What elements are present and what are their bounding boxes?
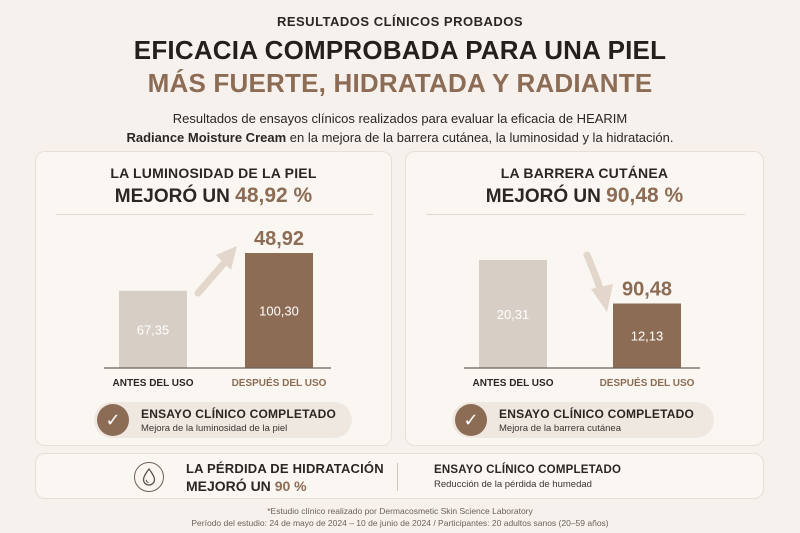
water-drop-icon <box>134 462 164 492</box>
barrier-value-label: 12,13 <box>631 329 664 344</box>
luminosity-heading-block: LA LUMINOSIDAD DE LA PIEL MEJORÓ UN 48,9… <box>36 165 391 208</box>
luminosity-trial-sub: Mejora de la luminosidad de la piel <box>141 422 288 434</box>
hydration-improved: MEJORÓ UN 90 % <box>186 478 384 494</box>
barrier-value-label: 20,31 <box>497 307 530 322</box>
barrier-bar-before <box>479 260 547 368</box>
luminosity-trial-pill: ✓ ENSAYO CLÍNICO COMPLETADO Mejora de la… <box>94 402 352 438</box>
subtitle-rest: en la mejora de la barrera cutánea, la l… <box>286 130 674 145</box>
subtitle-line1: Resultados de ensayos clínicos realizado… <box>172 111 628 126</box>
barrier-improved-value: 90,48 % <box>606 184 684 207</box>
barrier-heading: LA BARRERA CUTÁNEA <box>500 165 669 181</box>
luminosity-card: LA LUMINOSIDAD DE LA PIEL MEJORÓ UN 48,9… <box>35 151 392 446</box>
footnote-line1: *Estudio clínico realizado por Dermacosm… <box>267 506 533 516</box>
luminosity-divider <box>56 214 373 215</box>
subtitle-product: Radiance Moisture Cream <box>126 130 287 145</box>
water-drop-glyph <box>142 468 156 486</box>
check-icon: ✓ <box>97 404 129 436</box>
hydration-card: LA PÉRDIDA DE HIDRATACIÓN MEJORÓ UN 90 %… <box>35 453 764 499</box>
barrier-card: LA BARRERA CUTÁNEA MEJORÓ UN 90,48 % 20,… <box>405 151 764 446</box>
luminosity-chart: 67,35 ANTES DEL USO 100,30 DESPUÉS DEL USO 4… <box>104 228 331 389</box>
barrier-bar-after <box>613 303 681 368</box>
page-title-line1: EFICACIA COMPROBADA PARA UNA PIEL <box>133 35 667 65</box>
hydration-heading: LA PÉRDIDA DE HIDRATACIÓN <box>186 461 384 476</box>
arrow-down-icon <box>583 251 613 312</box>
barrier-trial-title: ENSAYO CLÍNICO COMPLETADO <box>499 406 695 421</box>
vertical-divider <box>397 463 398 491</box>
barrier-chart: 20,31 ANTES DEL USO 12,13 DESPUÉS DEL USO 90… <box>464 251 700 389</box>
luminosity-category-label: DESPUÉS DEL USO <box>232 376 327 389</box>
header: RESULTADOS CLÍNICOS PROBADOS EFICACIA CO… <box>0 14 800 147</box>
luminosity-trial-title: ENSAYO CLÍNICO COMPLETADO <box>141 406 337 421</box>
luminosity-value-label: 67,35 <box>137 322 170 337</box>
hydration-improved-prefix: MEJORÓ UN <box>186 478 275 494</box>
luminosity-bar-after <box>245 253 313 368</box>
hydration-improved-value: 90 % <box>274 478 307 494</box>
barrier-divider <box>426 214 745 215</box>
luminosity-improved-value: 48,92 % <box>235 184 313 207</box>
barrier-improved: MEJORÓ UN 90,48 % <box>406 184 763 208</box>
barrier-category-label: DESPUÉS DEL USO <box>600 376 695 389</box>
luminosity-category-label: ANTES DEL USO <box>113 378 194 389</box>
footnote: *Estudio clínico realizado por Dermacosm… <box>0 505 800 529</box>
check-icon: ✓ <box>455 404 487 436</box>
barrier-trial-pill: ✓ ENSAYO CLÍNICO COMPLETADO Mejora de la… <box>452 402 714 438</box>
barrier-improved-prefix: MEJORÓ UN <box>485 186 607 207</box>
luminosity-bar-before <box>119 290 187 368</box>
kicker: RESULTADOS CLÍNICOS PROBADOS <box>276 14 524 29</box>
hydration-trial-sub: Reducción de la pérdida de humedad <box>434 479 592 490</box>
barrier-category-label: ANTES DEL USO <box>473 378 554 389</box>
luminosity-improved: MEJORÓ UN 48,92 % <box>36 184 391 208</box>
subtitle-line2: Radiance Moisture Cream en la mejora de … <box>0 128 800 147</box>
barrier-trial-sub: Mejora de la barrera cutánea <box>499 422 621 434</box>
luminosity-heading: LA LUMINOSIDAD DE LA PIEL <box>110 165 317 181</box>
arrow-up-icon <box>194 246 237 297</box>
page-title-line2: MÁS FUERTE, HIDRATADA Y RADIANTE <box>147 68 653 98</box>
hydration-trial-block: ENSAYO CLÍNICO COMPLETADO Reducción de l… <box>434 464 621 490</box>
barrier-heading-block: LA BARRERA CUTÁNEA MEJORÓ UN 90,48 % <box>406 165 763 208</box>
barrier-annotation: 90,48 <box>622 278 672 300</box>
footnote-line2: Período del estudio: 24 de mayo de 2024 … <box>191 518 609 528</box>
subtitle: Resultados de ensayos clínicos realizado… <box>0 109 800 147</box>
luminosity-improved-prefix: MEJORÓ UN <box>114 186 236 207</box>
luminosity-value-label: 100,30 <box>259 304 299 319</box>
hydration-trial-title: ENSAYO CLÍNICO COMPLETADO <box>434 464 622 476</box>
hydration-heading-block: LA PÉRDIDA DE HIDRATACIÓN MEJORÓ UN 90 % <box>186 461 384 494</box>
luminosity-annotation: 48,92 <box>254 228 304 250</box>
